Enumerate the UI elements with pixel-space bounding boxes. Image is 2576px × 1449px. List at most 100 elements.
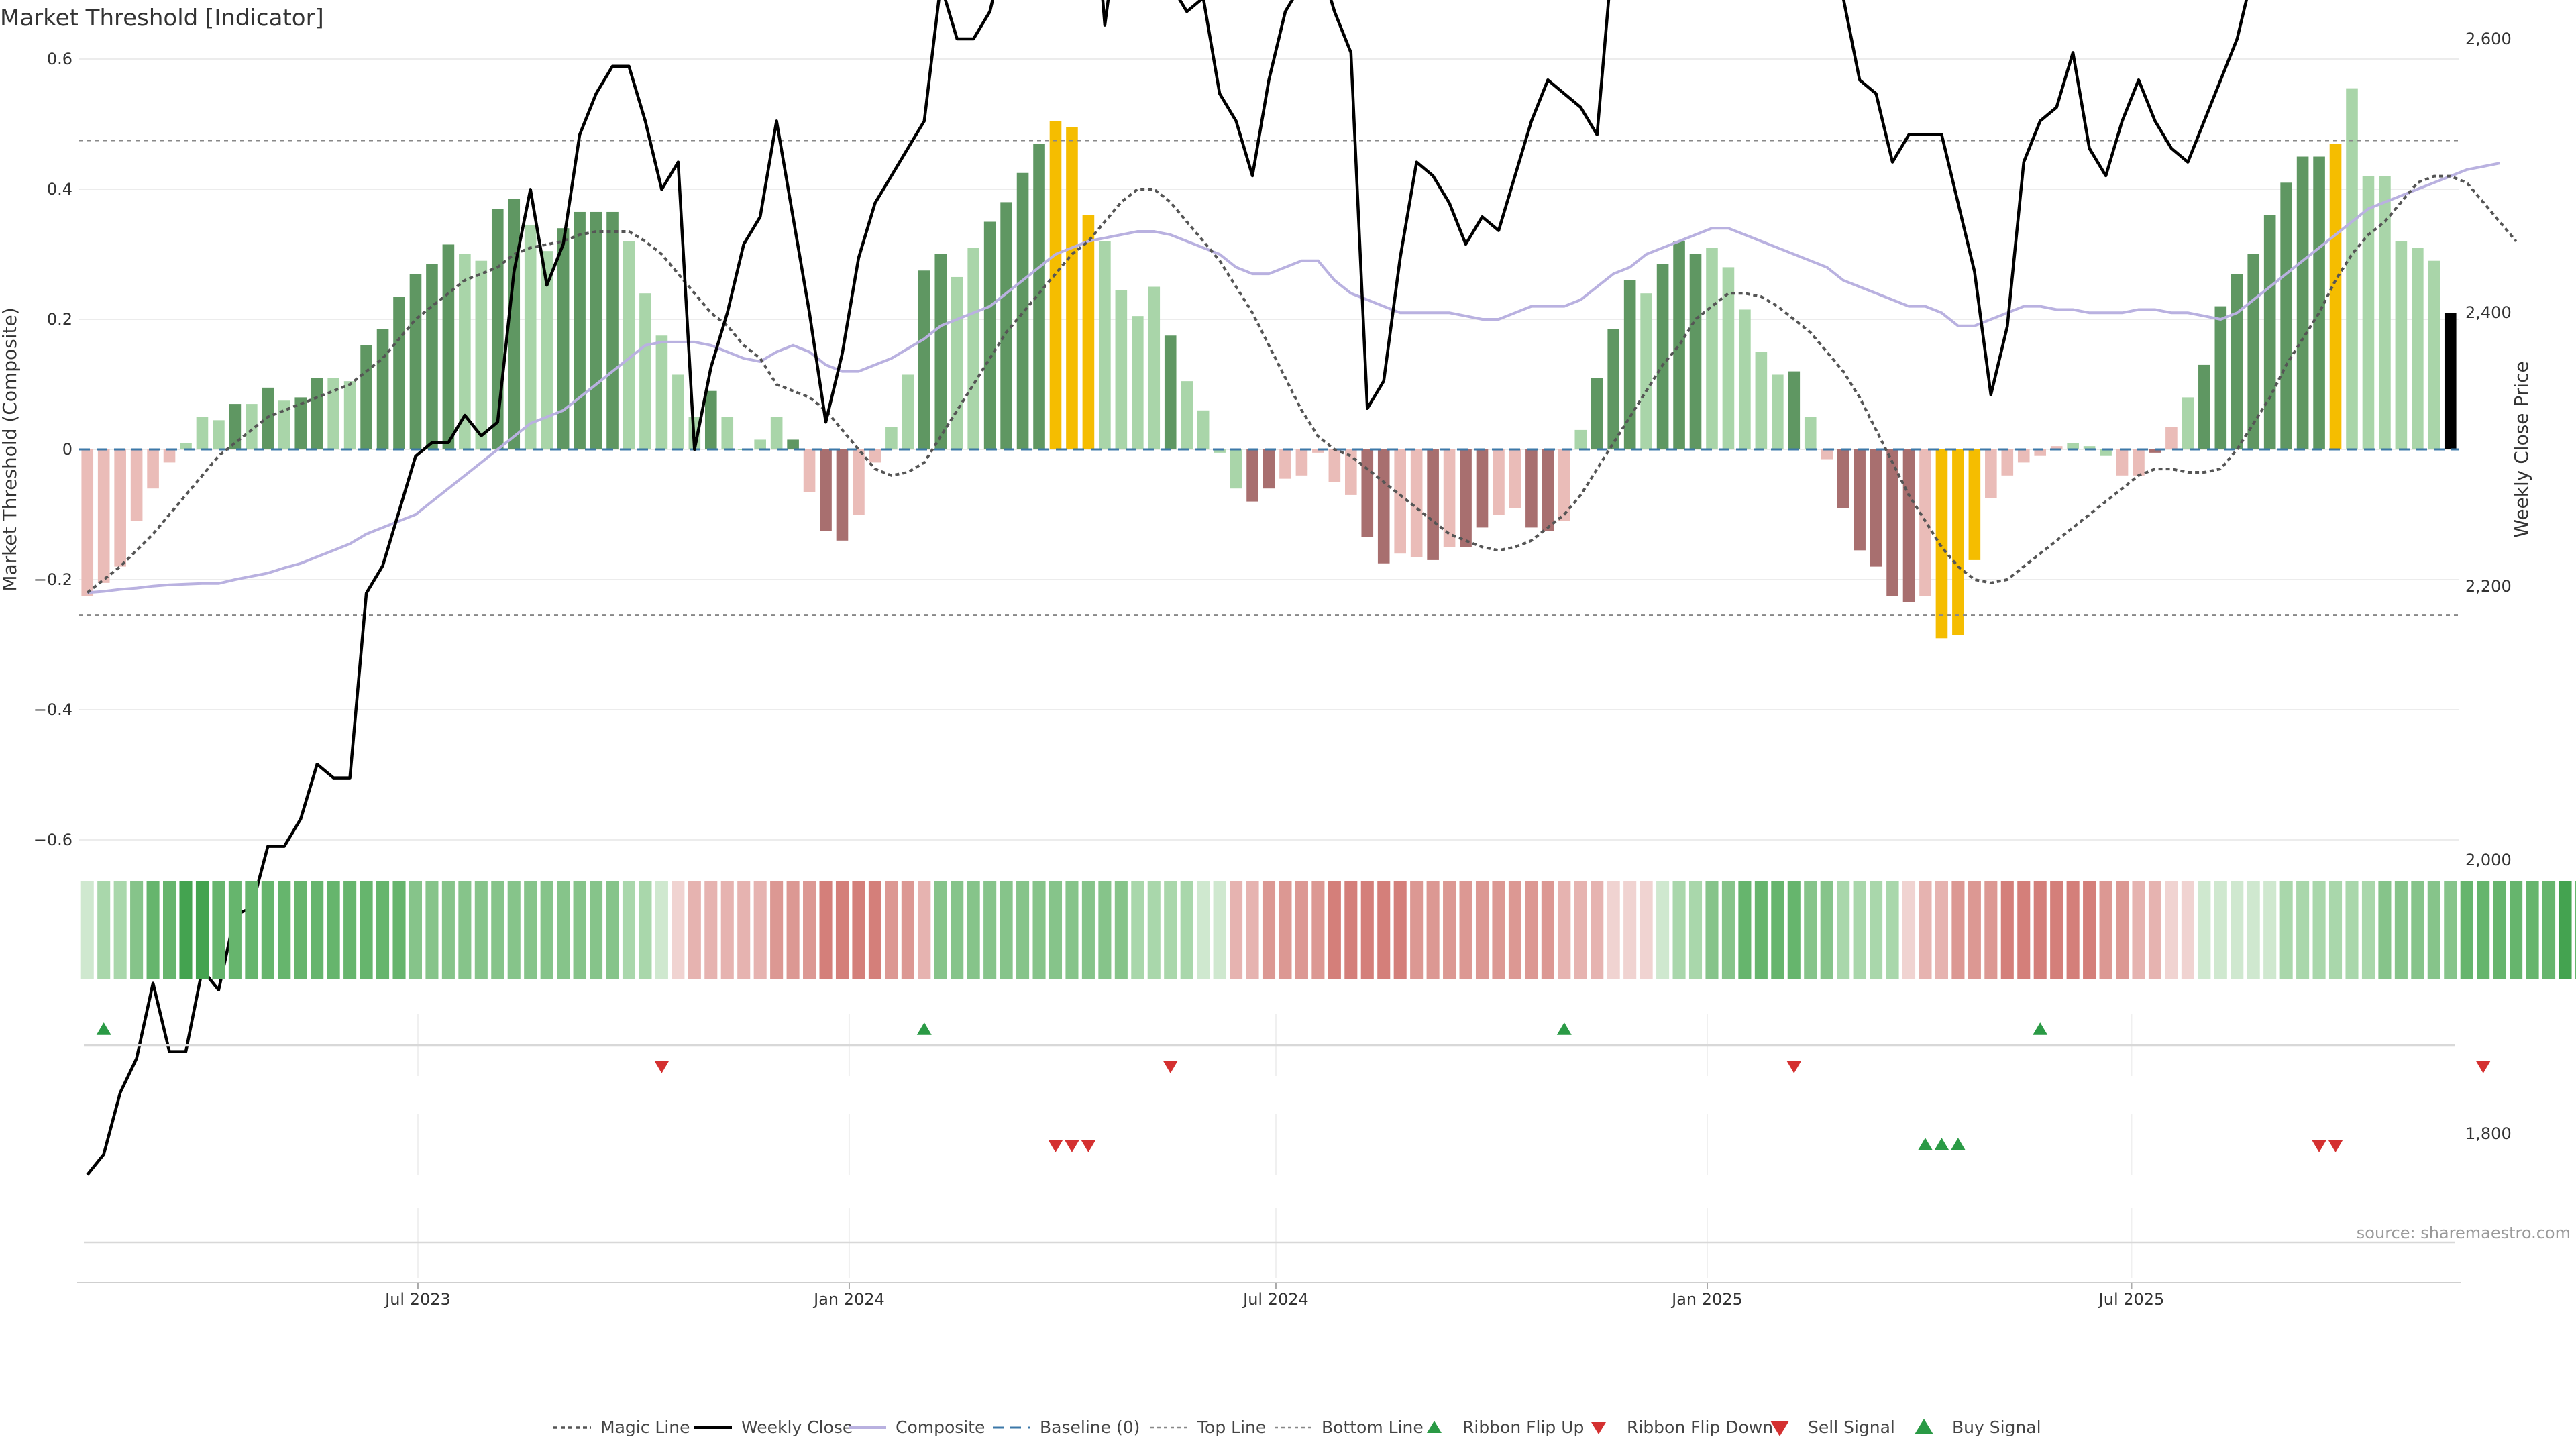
composite-bar [1460, 449, 1472, 547]
ribbon-cell [376, 881, 390, 979]
sell-signal-marker [1064, 1140, 1079, 1152]
buy-signal-marker [1934, 1138, 1949, 1150]
composite-bar [147, 449, 159, 489]
ribbon-cell [2279, 881, 2293, 979]
composite-bar [2346, 88, 2358, 449]
ribbon-cell [146, 881, 160, 979]
ribbon-cell [2000, 881, 2014, 979]
ribbon-cell [868, 881, 881, 979]
ribbon-cell [245, 881, 258, 979]
y-tick-label: −0.2 [34, 570, 72, 589]
composite-bar [1574, 429, 1587, 449]
ribbon-cell [2099, 881, 2112, 979]
composite-bar [853, 449, 865, 515]
composite-bar [1607, 329, 1620, 449]
composite-bar [196, 417, 209, 449]
y-tick-label: 0.6 [47, 50, 72, 68]
composite-bar [770, 417, 783, 449]
composite-bar [97, 449, 110, 583]
ribbon-cell [1360, 881, 1374, 979]
y-tick-label: −0.4 [34, 700, 72, 719]
x-axis: Jul 2023 Jan 2024 Jul 2024 Jan 2025 Jul 2025 [77, 1282, 2461, 1309]
x-tick-label: Jul 2023 [384, 1290, 451, 1309]
legend-label: Magic Line [600, 1417, 690, 1437]
composite-bar [81, 449, 94, 596]
ribbon-cell [1607, 881, 1620, 979]
composite-bar [1197, 410, 1210, 449]
composite-bar [934, 254, 947, 449]
composite-bar [1968, 449, 1981, 560]
composite-bar [2412, 248, 2424, 449]
ribbon-cell [885, 881, 898, 979]
legend-label: Ribbon Flip Down [1627, 1417, 1773, 1437]
ribbon-cell [1344, 881, 1358, 979]
sell-signal-marker [1048, 1140, 1063, 1152]
ribbon-cell [2050, 881, 2063, 979]
ribbon-cell [1492, 881, 1505, 979]
composite-bar [229, 404, 241, 449]
weekly-close-line [86, 0, 2248, 1176]
composite-bar [2149, 449, 2161, 453]
y2-tick-label: 2,600 [2465, 30, 2512, 48]
series-lines [86, 0, 2518, 1176]
legend-item-top: Top Line [1150, 1417, 1266, 1437]
composite-bar [1131, 316, 1144, 449]
ribbon-cell [2378, 881, 2392, 979]
composite-bar [426, 264, 438, 449]
composite-bar [2198, 364, 2210, 449]
composite-bar [1689, 254, 1702, 449]
composite-bar [1509, 449, 1521, 508]
signal-rows [84, 1014, 2491, 1278]
x-tick-label: Jul 2024 [1242, 1290, 1309, 1309]
composite-bar [2247, 254, 2260, 449]
composite-bar [1476, 449, 1489, 528]
ribbon-cell [1475, 881, 1489, 979]
ribbon-cell [1049, 881, 1063, 979]
ribbon-cell [557, 881, 570, 979]
legend-label: Composite [896, 1417, 985, 1437]
legend-item-composite: Composite [849, 1417, 985, 1437]
ribbon-cell [2033, 881, 2047, 979]
composite-bar [655, 335, 668, 449]
ribbon-cell [786, 881, 800, 979]
ribbon-cell [1574, 881, 1587, 979]
ribbon-cell [1000, 881, 1013, 979]
ribbon-cell [1410, 881, 1424, 979]
ribbon-cell [261, 881, 274, 979]
ribbon-cell [1180, 881, 1193, 979]
composite-bar [721, 417, 734, 449]
y2-tick-label: 1,800 [2465, 1124, 2512, 1143]
composite-bar [294, 397, 307, 449]
ribbon-cell [392, 881, 406, 979]
composite-bar [590, 211, 602, 449]
composite-bar [2214, 306, 2227, 449]
ribbon-cell [2017, 881, 2031, 979]
composite-bar [1000, 202, 1012, 449]
composite-bar [2116, 449, 2129, 476]
ribbon-cell [311, 881, 324, 979]
legend-label: Top Line [1197, 1417, 1266, 1437]
composite-bar [1804, 417, 1817, 449]
ribbon-cell [1787, 881, 1801, 979]
composite-bar [475, 260, 488, 449]
ribbon-cell [967, 881, 980, 979]
ribbon-cell [1279, 881, 1292, 979]
ribbon-cell [130, 881, 144, 979]
ribbon-cell [1131, 881, 1144, 979]
composite-bar [327, 378, 339, 449]
composite-bar [1230, 449, 1242, 489]
legend-label: Baseline (0) [1040, 1417, 1140, 1437]
buy-signal-marker [1950, 1138, 1966, 1150]
composite-bar [2100, 449, 2112, 456]
ribbon-cell [2083, 881, 2096, 979]
y-tick-label: −0.6 [34, 830, 72, 849]
sell-signal-marker [1081, 1140, 1096, 1152]
composite-bar [1181, 381, 1193, 449]
ribbon-cell [2181, 881, 2194, 979]
composite-bar [754, 439, 766, 449]
composite-bar [672, 374, 684, 449]
composite-bar [1328, 449, 1341, 482]
ribbon-cell [803, 881, 816, 979]
composite-bar [1443, 449, 1456, 547]
